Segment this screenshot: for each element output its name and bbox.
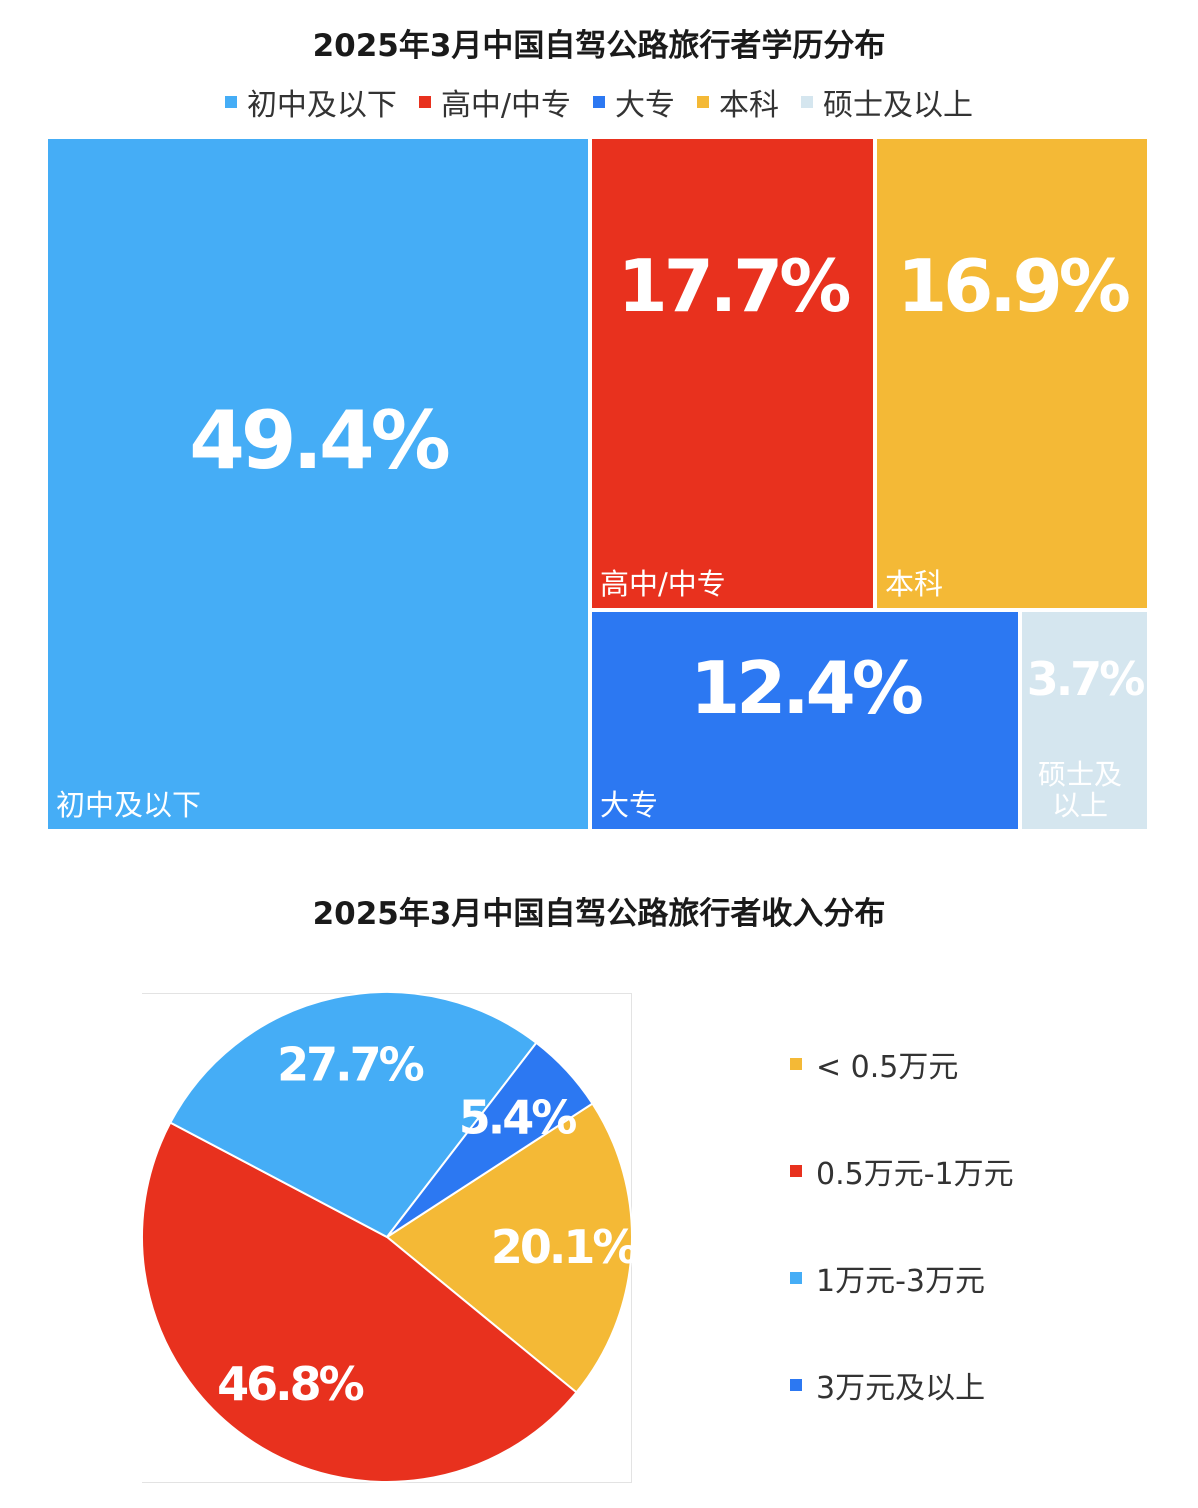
treemap-value-label: 17.7% bbox=[617, 244, 852, 328]
treemap-category-label: 大专 bbox=[600, 788, 659, 822]
legend-item-3[interactable]: 大专 bbox=[593, 80, 675, 124]
pie-legend-item-4[interactable]: 3万元及以上 bbox=[790, 1361, 1190, 1409]
legend-label: 高中/中专 bbox=[440, 88, 572, 123]
treemap-category-label: 高中/中专 bbox=[600, 567, 726, 601]
legend-label: < 0.5万元 bbox=[816, 1050, 959, 1085]
treemap-category-label: 硕士及以上 bbox=[1037, 758, 1122, 822]
legend-swatch bbox=[790, 1379, 802, 1391]
treemap-cell-high-school[interactable]: 17.7% 高中/中专 bbox=[592, 139, 873, 608]
treemap-cell-college[interactable]: 12.4% 大专 bbox=[592, 612, 1018, 829]
pie-slice-4[interactable] bbox=[386, 1041, 594, 1238]
treemap-title: 2025年3月中国自驾公路旅行者学历分布 bbox=[312, 28, 886, 64]
legend-label: 初中及以下 bbox=[246, 88, 397, 123]
treemap-cell-master[interactable]: 3.7% 硕士及以上 bbox=[1022, 612, 1147, 829]
treemap-value-label: 16.9% bbox=[897, 244, 1131, 328]
legend-swatch bbox=[801, 96, 814, 108]
legend-swatch bbox=[697, 96, 710, 108]
legend-item-1[interactable]: 初中及以下 bbox=[224, 80, 397, 124]
legend-swatch bbox=[224, 96, 237, 108]
treemap-legend: 初中及以下 高中/中专 大专 本科 硕士及以上 bbox=[0, 80, 1198, 124]
pie-title: 2025年3月中国自驾公路旅行者收入分布 bbox=[312, 896, 886, 932]
pie-legend-item-3[interactable]: 1万元-3万元 bbox=[790, 1254, 1190, 1302]
pie-value-label: 5.4% bbox=[459, 1090, 576, 1144]
treemap-category-label: 初中及以下 bbox=[56, 788, 202, 822]
legend-label: 本科 bbox=[719, 88, 780, 123]
legend-label: 0.5万元-1万元 bbox=[816, 1157, 1014, 1192]
pie-value-label: 20.1% bbox=[491, 1220, 637, 1274]
legend-item-5[interactable]: 硕士及以上 bbox=[801, 80, 973, 124]
legend-label: 3万元及以上 bbox=[816, 1371, 986, 1406]
pie-legend-item-2[interactable]: 0.5万元-1万元 bbox=[790, 1147, 1190, 1195]
pie-value-label: 46.8% bbox=[217, 1357, 363, 1411]
treemap-value-label: 49.4% bbox=[189, 394, 451, 487]
legend-swatch bbox=[790, 1272, 802, 1284]
treemap-value-label: 12.4% bbox=[690, 646, 924, 730]
legend-swatch bbox=[790, 1165, 802, 1177]
pie-legend-item-1[interactable]: < 0.5万元 bbox=[790, 1040, 1190, 1088]
treemap-cell-junior[interactable]: 49.4% 初中及以下 bbox=[48, 139, 588, 829]
legend-swatch bbox=[790, 1058, 802, 1070]
treemap-value-label: 3.7% bbox=[1026, 652, 1146, 706]
pie-slice-3[interactable] bbox=[169, 991, 538, 1239]
treemap-category-label: 本科 bbox=[885, 567, 944, 601]
pie-slice-1[interactable] bbox=[385, 1102, 634, 1394]
legend-item-4[interactable]: 本科 bbox=[697, 80, 779, 124]
legend-swatch bbox=[418, 96, 431, 108]
pie-slice-2[interactable] bbox=[141, 1121, 578, 1484]
legend-label: 1万元-3万元 bbox=[816, 1264, 985, 1299]
pie-legend: < 0.5万元 0.5万元-1万元 1万元-3万元 3万元及以上 bbox=[790, 1040, 1190, 1468]
legend-label: 硕士及以上 bbox=[823, 88, 974, 123]
treemap-cell-bachelor[interactable]: 16.9% 本科 bbox=[877, 139, 1147, 608]
pie-value-label: 27.7% bbox=[277, 1038, 423, 1092]
treemap: 49.4% 初中及以下 17.7% 高中/中专 12.4% 大专 16.9% 本… bbox=[48, 139, 1147, 829]
legend-item-2[interactable]: 高中/中专 bbox=[418, 80, 572, 124]
legend-swatch bbox=[593, 96, 606, 108]
legend-label: 大专 bbox=[615, 88, 676, 123]
